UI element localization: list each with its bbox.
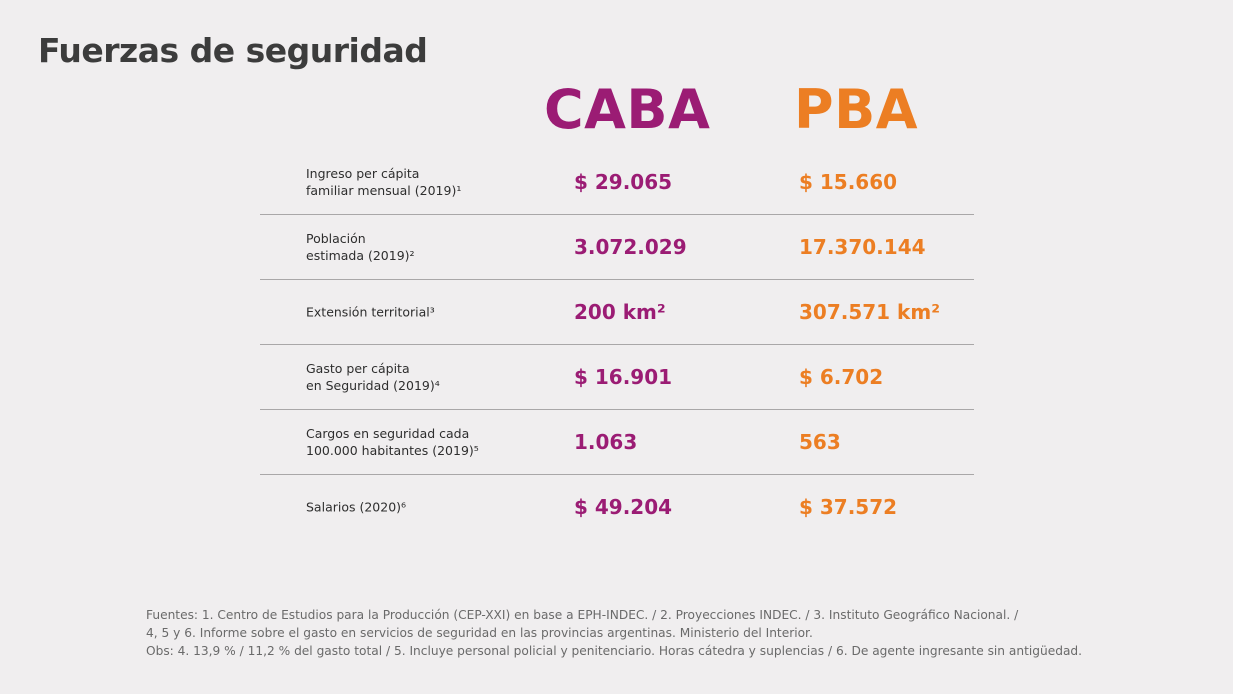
row-label: Cargos en seguridad cada 100.000 habitan… [306,425,506,459]
row-label-line: Extensión territorial³ [306,304,435,320]
pba-value: $ 6.702 [799,365,884,389]
row-label-line: en Seguridad (2019)⁴ [306,378,440,393]
footnote-line: Fuentes: 1. Centro de Estudios para la P… [146,608,1019,622]
footnote-line: Obs: 4. 13,9 % / 11,2 % del gasto total … [146,644,1083,658]
caba-value: $ 29.065 [574,170,673,194]
caba-value: 1.063 [574,430,638,454]
footnote-line: 4, 5 y 6. Informe sobre el gasto en serv… [146,626,813,640]
caba-value: 3.072.029 [574,235,687,259]
pba-value: 307.571 km² [799,300,940,324]
row-label-line: familiar mensual (2019)¹ [306,183,462,198]
table-row: Gasto per cápita en Seguridad (2019)⁴ $ … [260,345,974,410]
row-label: Gasto per cápita en Seguridad (2019)⁴ [306,360,506,394]
column-header-pba: PBA [794,78,919,141]
row-label-line: Gasto per cápita [306,361,410,376]
table-row: Salarios (2020)⁶ $ 49.204 $ 37.572 [260,475,974,539]
row-label-line: estimada (2019)² [306,248,415,263]
page-title: Fuerzas de seguridad [38,31,428,70]
comparison-table: Ingreso per cápita familiar mensual (201… [260,150,974,539]
sources-footnote: Fuentes: 1. Centro de Estudios para la P… [146,606,1206,660]
table-row: Extensión territorial³ 200 km² 307.571 k… [260,280,974,345]
pba-value: 17.370.144 [799,235,926,259]
row-label-line: 100.000 habitantes (2019)⁵ [306,443,479,458]
row-label-line: Ingreso per cápita [306,166,420,181]
caba-value: $ 49.204 [574,495,673,519]
row-label-line: Población [306,231,366,246]
pba-value: $ 37.572 [799,495,898,519]
pba-value: 563 [799,430,841,454]
table-row: Población estimada (2019)² 3.072.029 17.… [260,215,974,280]
column-header-caba: CABA [544,78,711,141]
row-label: Salarios (2020)⁶ [306,499,506,516]
table-row: Cargos en seguridad cada 100.000 habitan… [260,410,974,475]
row-label-line: Salarios (2020)⁶ [306,499,407,515]
table-row: Ingreso per cápita familiar mensual (201… [260,150,974,215]
row-label-line: Cargos en seguridad cada [306,426,470,441]
row-label: Ingreso per cápita familiar mensual (201… [306,165,506,199]
caba-value: 200 km² [574,300,666,324]
row-label: Población estimada (2019)² [306,230,506,264]
caba-value: $ 16.901 [574,365,673,389]
row-label: Extensión territorial³ [306,304,506,321]
pba-value: $ 15.660 [799,170,898,194]
